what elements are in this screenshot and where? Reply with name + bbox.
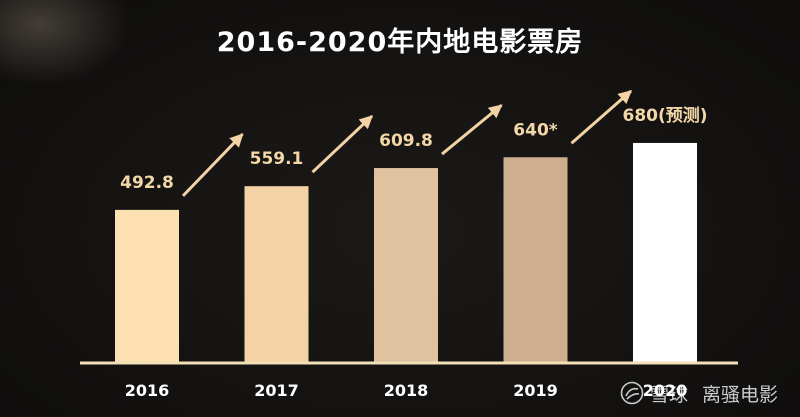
watermark-site: 雪球 [649,383,688,406]
bar-2018 [374,168,438,362]
bar-2016 [115,209,179,362]
x-tick-label-2020: 2020 [643,381,688,400]
value-label-2018: 609.8 [379,131,433,151]
trend-arrow-2017-2018 [311,114,374,174]
x-tick-label-2016: 2016 [125,381,170,400]
watermark-author: 离骚电影 [701,383,778,406]
trend-arrow-2019-2020 [570,89,633,145]
x-tick-label-2018: 2018 [384,381,429,400]
x-tick-label-2017: 2017 [254,381,299,400]
watermark: 雪球 离骚电影 [620,381,778,406]
snowball-logo-icon [620,381,644,405]
chart-title: 2016-2020年内地电影票房 [216,27,584,58]
value-label-2016: 492.8 [120,173,174,193]
bar-2017 [244,186,309,362]
bar-2019 [503,157,568,362]
value-label-2017: 559.1 [250,149,304,169]
value-label-2020: 680(预测) [622,105,707,126]
value-label-2019: 640* [513,120,557,140]
trend-arrow-2018-2019 [441,104,503,156]
trend-arrow-2016-2017 [181,133,244,197]
x-tick-label-2019: 2019 [513,381,558,400]
bar-2020 [633,142,697,362]
